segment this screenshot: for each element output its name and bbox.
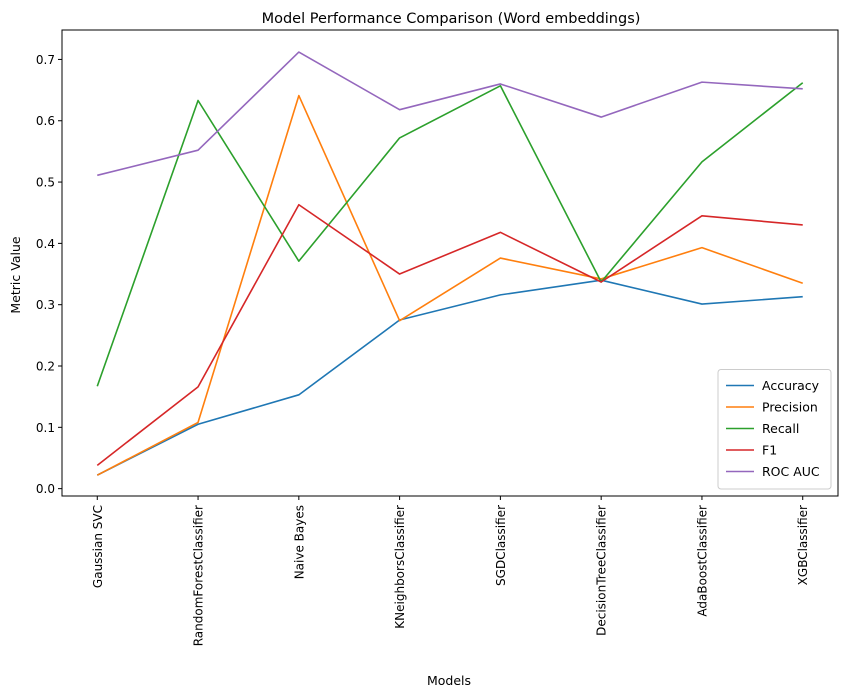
x-tick-label: Naive Bayes xyxy=(292,505,306,579)
y-tick-label: 0.7 xyxy=(36,53,55,67)
series-line-roc-auc xyxy=(97,51,803,177)
legend-entry: Recall xyxy=(762,421,799,436)
legend-entry: Precision xyxy=(762,400,818,415)
y-axis: 0.0 0.1 0.2 0.3 0.4 0.5 0.6 0.7 xyxy=(36,53,62,496)
y-axis-label: Metric Value xyxy=(8,236,23,313)
x-tick-label: AdaBoostClassifier xyxy=(695,505,709,617)
y-tick-label: 0.5 xyxy=(36,176,55,190)
y-tick-label: 0.2 xyxy=(36,360,55,374)
x-axis-label: Models xyxy=(427,673,471,688)
legend: Accuracy Precision Recall F1 ROC AUC xyxy=(717,369,832,490)
x-tick-label: RandomForestClassifier xyxy=(192,505,206,646)
series-line-f1 xyxy=(96,203,803,466)
y-tick-label: 0.4 xyxy=(36,237,55,251)
legend-entry: F1 xyxy=(762,443,777,458)
x-tick-label: DecisionTreeClassifier xyxy=(595,505,609,636)
y-tick-label: 0.3 xyxy=(36,298,55,312)
y-tick-label: 0.6 xyxy=(36,114,55,128)
legend-entry: Accuracy xyxy=(762,378,820,393)
legend-entry: ROC AUC xyxy=(762,464,820,479)
legend-box xyxy=(717,369,832,490)
series-line-precision xyxy=(96,94,803,476)
x-axis: Gaussian SVC RandomForestClassifier Naive … xyxy=(91,496,810,646)
x-tick-label: Gaussian SVC xyxy=(91,505,105,588)
plot-area xyxy=(96,51,804,476)
y-tick-label: 0.0 xyxy=(36,482,55,496)
plot-frame xyxy=(61,29,839,497)
x-tick-label: SGDClassifier xyxy=(494,505,508,586)
series-line-recall xyxy=(96,82,804,387)
x-tick-label: KNeighborsClassifier xyxy=(393,505,407,629)
y-tick-label: 0.1 xyxy=(36,421,55,435)
chart-title: Model Performance Comparison (Word embed… xyxy=(262,11,641,27)
x-tick-label: XGBClassifier xyxy=(796,505,810,585)
series-line-accuracy xyxy=(96,279,803,476)
